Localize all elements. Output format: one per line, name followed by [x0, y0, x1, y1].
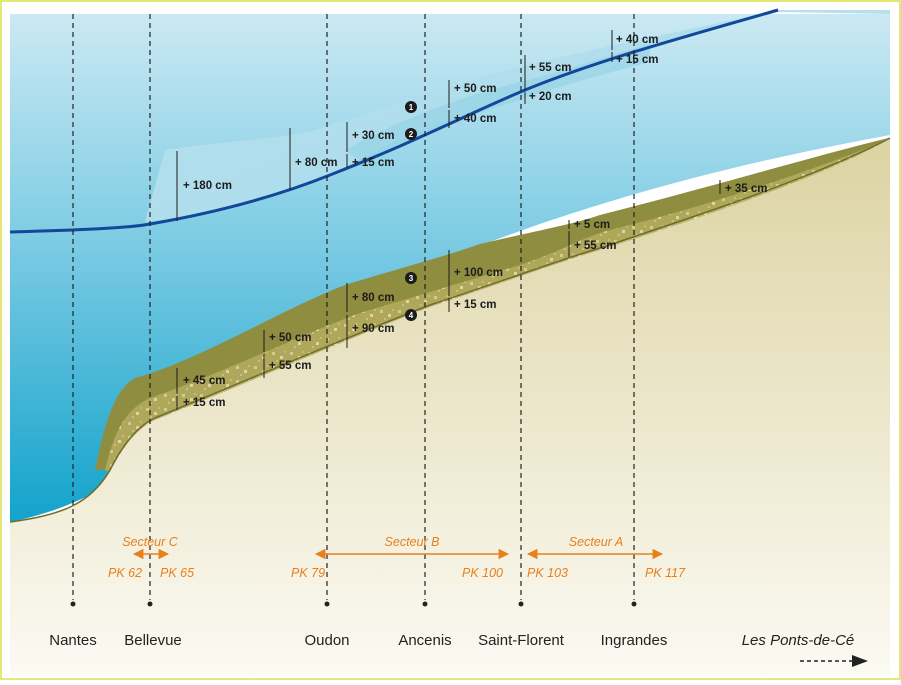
measure-water-bellevue: + 180 cm	[183, 180, 232, 192]
low-water-line	[9, 8, 779, 234]
bed-measurements: + 45 cm + 15 cm + 50 cm + 55 cm + 80 cm …	[183, 183, 768, 409]
badge-4: 4	[405, 309, 417, 321]
measure-water-ancenis-lower: + 40 cm	[454, 113, 497, 125]
sector-a: Secteur A PK 103 PK 117	[526, 535, 686, 580]
sector-a-pk-start: PK 103	[527, 566, 568, 580]
flood-water-zone	[145, 10, 890, 222]
river-water	[10, 14, 890, 522]
ground	[10, 138, 890, 675]
sector-c-pk-end: PK 65	[160, 566, 194, 580]
sector-a-label: Secteur A	[569, 535, 623, 549]
measure-water-oudon-lower: + 15 cm	[352, 157, 395, 169]
riverbed-line	[9, 137, 891, 523]
location-oudon: Oudon	[304, 632, 349, 649]
badge-1: 1	[405, 101, 417, 113]
sector-b-pk-start: PK 79	[291, 566, 325, 580]
sediment-layer-deposit	[105, 140, 888, 472]
svg-text:4: 4	[409, 311, 414, 320]
sector-c-pk-start: PK 62	[108, 566, 142, 580]
measure-bed-ancenis-upper: + 100 cm	[454, 267, 503, 279]
measure-water-saint-florent-upper: + 55 cm	[529, 62, 572, 74]
location-dots	[70, 601, 637, 607]
measure-bed-sector-b-lower: + 55 cm	[269, 360, 312, 372]
location-labels: Nantes Bellevue Oudon Ancenis Saint-Flor…	[49, 632, 854, 649]
sector-c: Secteur C PK 62 PK 65	[108, 535, 194, 580]
location-saint-florent: Saint-Florent	[478, 632, 565, 649]
location-nantes: Nantes	[49, 632, 97, 649]
svg-text:1: 1	[409, 103, 414, 112]
measure-water-oudon: + 80 cm	[295, 157, 338, 169]
location-guides	[72, 14, 635, 600]
measure-bed-oudon-lower: + 90 cm	[352, 323, 395, 335]
badge-2: 2	[405, 128, 417, 140]
measure-water-ancenis-upper: + 50 cm	[454, 83, 497, 95]
location-ancenis: Ancenis	[398, 632, 451, 649]
measure-water-saint-florent-lower: + 20 cm	[529, 91, 572, 103]
location-les-ponts-de-ce: Les Ponts-de-Cé	[742, 632, 855, 649]
sector-a-pk-end: PK 117	[645, 566, 686, 580]
sector-c-label: Secteur C	[122, 535, 179, 549]
sector-b-pk-end: PK 100	[462, 566, 503, 580]
measure-bed-saint-florent-lower: + 55 cm	[574, 240, 617, 252]
svg-text:2: 2	[409, 130, 414, 139]
measurement-ticks	[176, 30, 721, 410]
measure-bed-bellevue-upper: + 45 cm	[183, 375, 226, 387]
sector-b: Secteur B PK 79 PK 100	[291, 535, 510, 580]
location-bellevue: Bellevue	[124, 632, 182, 649]
measure-bed-ancenis-lower: + 15 cm	[454, 299, 497, 311]
measure-bed-sector-b-upper: + 50 cm	[269, 332, 312, 344]
water-measurements: + 180 cm + 80 cm + 30 cm + 15 cm + 50 cm…	[183, 34, 659, 192]
measure-bed-oudon-upper: + 80 cm	[352, 292, 395, 304]
measure-water-ingrandes-upper: + 40 cm	[616, 34, 659, 46]
measure-bed-ingrandes: + 35 cm	[725, 183, 768, 195]
sector-b-label: Secteur B	[385, 535, 440, 549]
measure-bed-bellevue-lower: + 15 cm	[183, 397, 226, 409]
location-ingrandes: Ingrandes	[601, 632, 668, 649]
measure-bed-saint-florent-upper: + 5 cm	[574, 219, 610, 231]
badge-3: 3	[405, 272, 417, 284]
svg-text:3: 3	[409, 274, 414, 283]
direction-arrow-icon	[800, 655, 868, 667]
measure-water-oudon-upper: + 30 cm	[352, 130, 395, 142]
measure-water-ingrandes-lower: + 15 cm	[616, 54, 659, 66]
